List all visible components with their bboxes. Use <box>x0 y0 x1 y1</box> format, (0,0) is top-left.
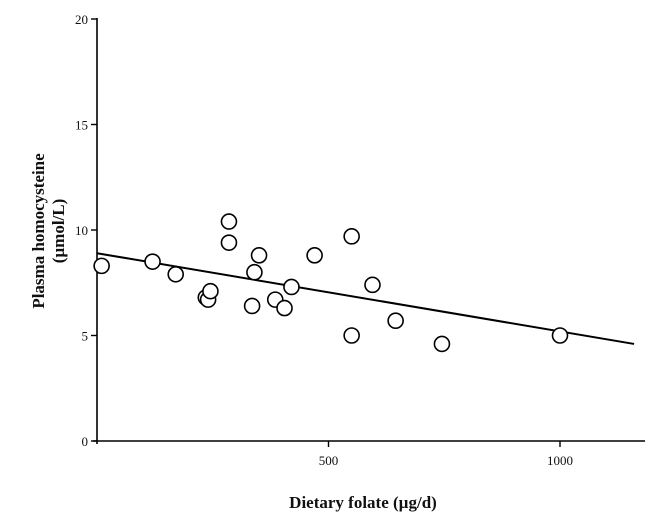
data-point <box>343 327 360 344</box>
data-point <box>202 282 219 300</box>
y-axis-title: Plasma homocysteine (µmol/L) <box>29 153 68 309</box>
y-axis-title-line2: (µmol/L) <box>49 199 68 264</box>
data-point <box>343 228 360 245</box>
trend-line <box>96 252 635 345</box>
data-point <box>220 213 238 230</box>
data-point <box>246 263 263 281</box>
data-point <box>364 276 381 294</box>
axes <box>91 18 645 447</box>
y-tick-label: 10 <box>75 223 88 238</box>
data-point <box>551 327 569 344</box>
tick-labels: 0 5 10 15 20 500 1000 <box>75 12 573 468</box>
data-point <box>144 253 161 270</box>
y-tick-label: 0 <box>82 434 89 449</box>
data-point <box>306 247 323 264</box>
data-point <box>243 297 261 315</box>
y-tick-label: 20 <box>75 12 88 27</box>
data-point <box>387 312 404 330</box>
trend-line-group <box>96 252 635 345</box>
data-point <box>220 234 238 251</box>
data-point <box>283 278 300 296</box>
y-tick-label: 5 <box>82 329 89 344</box>
x-tick-label: 500 <box>319 453 339 468</box>
data-point <box>93 257 110 275</box>
y-axis-title-line1: Plasma homocysteine <box>29 153 48 309</box>
y-tick-label: 15 <box>75 118 88 133</box>
data-point <box>167 266 185 283</box>
x-axis-title: Dietary folate (µg/d) <box>289 493 437 512</box>
data-points <box>93 213 569 353</box>
x-tick-label: 1000 <box>547 453 573 468</box>
data-point <box>433 335 451 353</box>
data-point <box>250 247 268 264</box>
data-point <box>276 299 293 317</box>
